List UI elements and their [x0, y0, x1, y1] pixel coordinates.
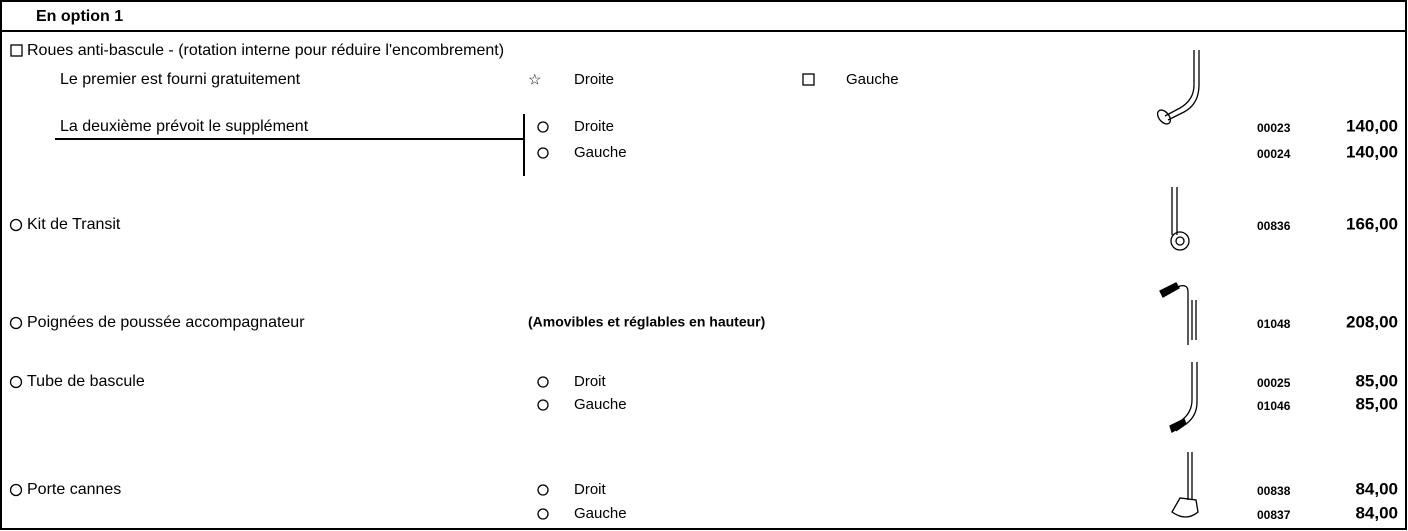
option-label: Gauche [574, 144, 627, 161]
product-image [1159, 282, 1197, 345]
radio [9, 316, 23, 330]
option-label: Droite [574, 71, 614, 88]
radio [9, 218, 23, 232]
product-image [1156, 50, 1200, 125]
option-label: Droit [574, 481, 607, 498]
option-label: Droit [574, 373, 607, 390]
item-code: 01048 [1257, 317, 1291, 331]
option-label: Gauche [574, 505, 627, 522]
item-note: (Amovibles et réglables en hauteur) [528, 314, 765, 330]
radio [9, 483, 23, 497]
option-label: Gauche [574, 396, 627, 413]
radio [9, 375, 23, 389]
header-title: En option 1 [36, 8, 123, 25]
item-code: 00837 [1257, 508, 1291, 522]
extra-label: La deuxième prévoit le supplément [60, 118, 309, 135]
free-label: Le premier est fourni gratuitement [60, 71, 301, 88]
item-label: Porte cannes [27, 481, 121, 498]
radio [537, 376, 549, 388]
radio [537, 399, 549, 411]
item-label: Tube de bascule [27, 373, 145, 390]
item-code: 00838 [1257, 484, 1291, 498]
product-image [1169, 362, 1198, 433]
product-image [1171, 452, 1199, 518]
item-price: 140,00 [1346, 142, 1398, 161]
item-price: 84,00 [1355, 503, 1398, 522]
item-code: 00025 [1257, 376, 1291, 390]
item-code: 01046 [1257, 399, 1291, 413]
radio [537, 121, 549, 133]
checkbox [802, 73, 815, 86]
item-price: 85,00 [1355, 371, 1398, 390]
item-label: Poignées de poussée accompagnateur [27, 314, 305, 331]
item-code: 00023 [1257, 121, 1291, 135]
star-icon: ☆ [528, 71, 541, 89]
product-image [1170, 187, 1190, 251]
radio [537, 508, 549, 520]
item-price: 208,00 [1346, 312, 1398, 331]
item-price: 140,00 [1346, 116, 1398, 135]
item-label: Roues anti-bascule - (rotation interne p… [27, 42, 504, 59]
radio [537, 484, 549, 496]
item-price: 85,00 [1355, 394, 1398, 413]
option-label: Droite [574, 118, 614, 135]
checkbox [10, 44, 23, 57]
option-label: Gauche [846, 71, 899, 88]
item-label: Kit de Transit [27, 216, 121, 233]
item-price: 166,00 [1346, 214, 1398, 233]
radio [537, 147, 549, 159]
item-price: 84,00 [1355, 479, 1398, 498]
item-code: 00836 [1257, 219, 1291, 233]
item-code: 00024 [1257, 147, 1291, 161]
